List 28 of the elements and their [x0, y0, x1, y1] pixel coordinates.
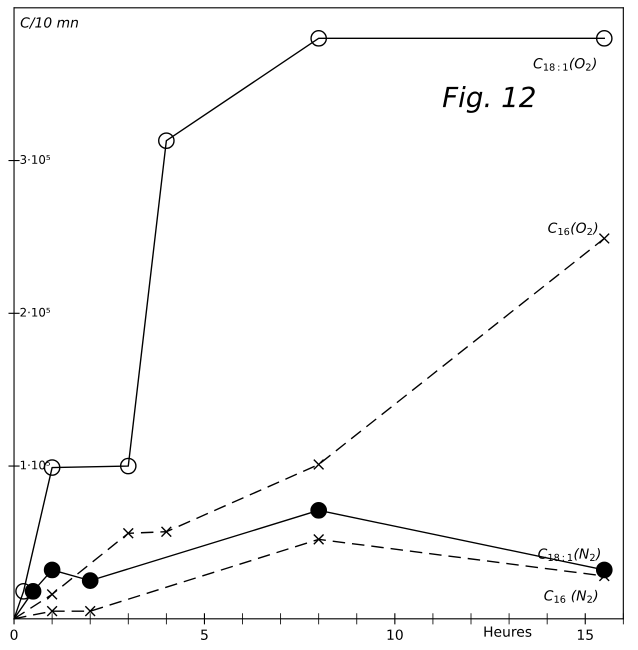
- point: [310, 30, 328, 47]
- series-label: C$_{16}$(O$_{2}$): [548, 222, 598, 236]
- point: [46, 606, 58, 617]
- x-tick-label: 0: [10, 629, 18, 640]
- y-tick-label: 3·10⁵: [20, 155, 50, 164]
- x-tick-label: 5: [201, 630, 208, 640]
- point: [158, 132, 175, 150]
- point: [44, 562, 60, 578]
- x-tick-label: 15: [578, 630, 593, 640]
- point: [596, 30, 613, 47]
- series-label: C$_{18:1}$(O$_{2}$): [534, 58, 596, 71]
- text: Fig. 12: [442, 86, 535, 113]
- y-tick-label: 2·10⁵: [20, 308, 50, 317]
- point: [310, 502, 328, 519]
- point: [120, 458, 137, 474]
- point: [84, 606, 96, 617]
- x-axis-title: Heures: [484, 626, 532, 637]
- point: [160, 526, 172, 538]
- point: [24, 582, 42, 600]
- point: [122, 528, 134, 539]
- y-axis-title: C/10 mn: [20, 17, 78, 29]
- point: [82, 572, 99, 589]
- point: [598, 232, 610, 244]
- x-tick-label: 10: [388, 629, 403, 640]
- point: [46, 588, 58, 600]
- point: [313, 458, 324, 470]
- series-label: C$_{16}$ (N$_{2}$): [544, 590, 598, 603]
- point: [313, 534, 324, 545]
